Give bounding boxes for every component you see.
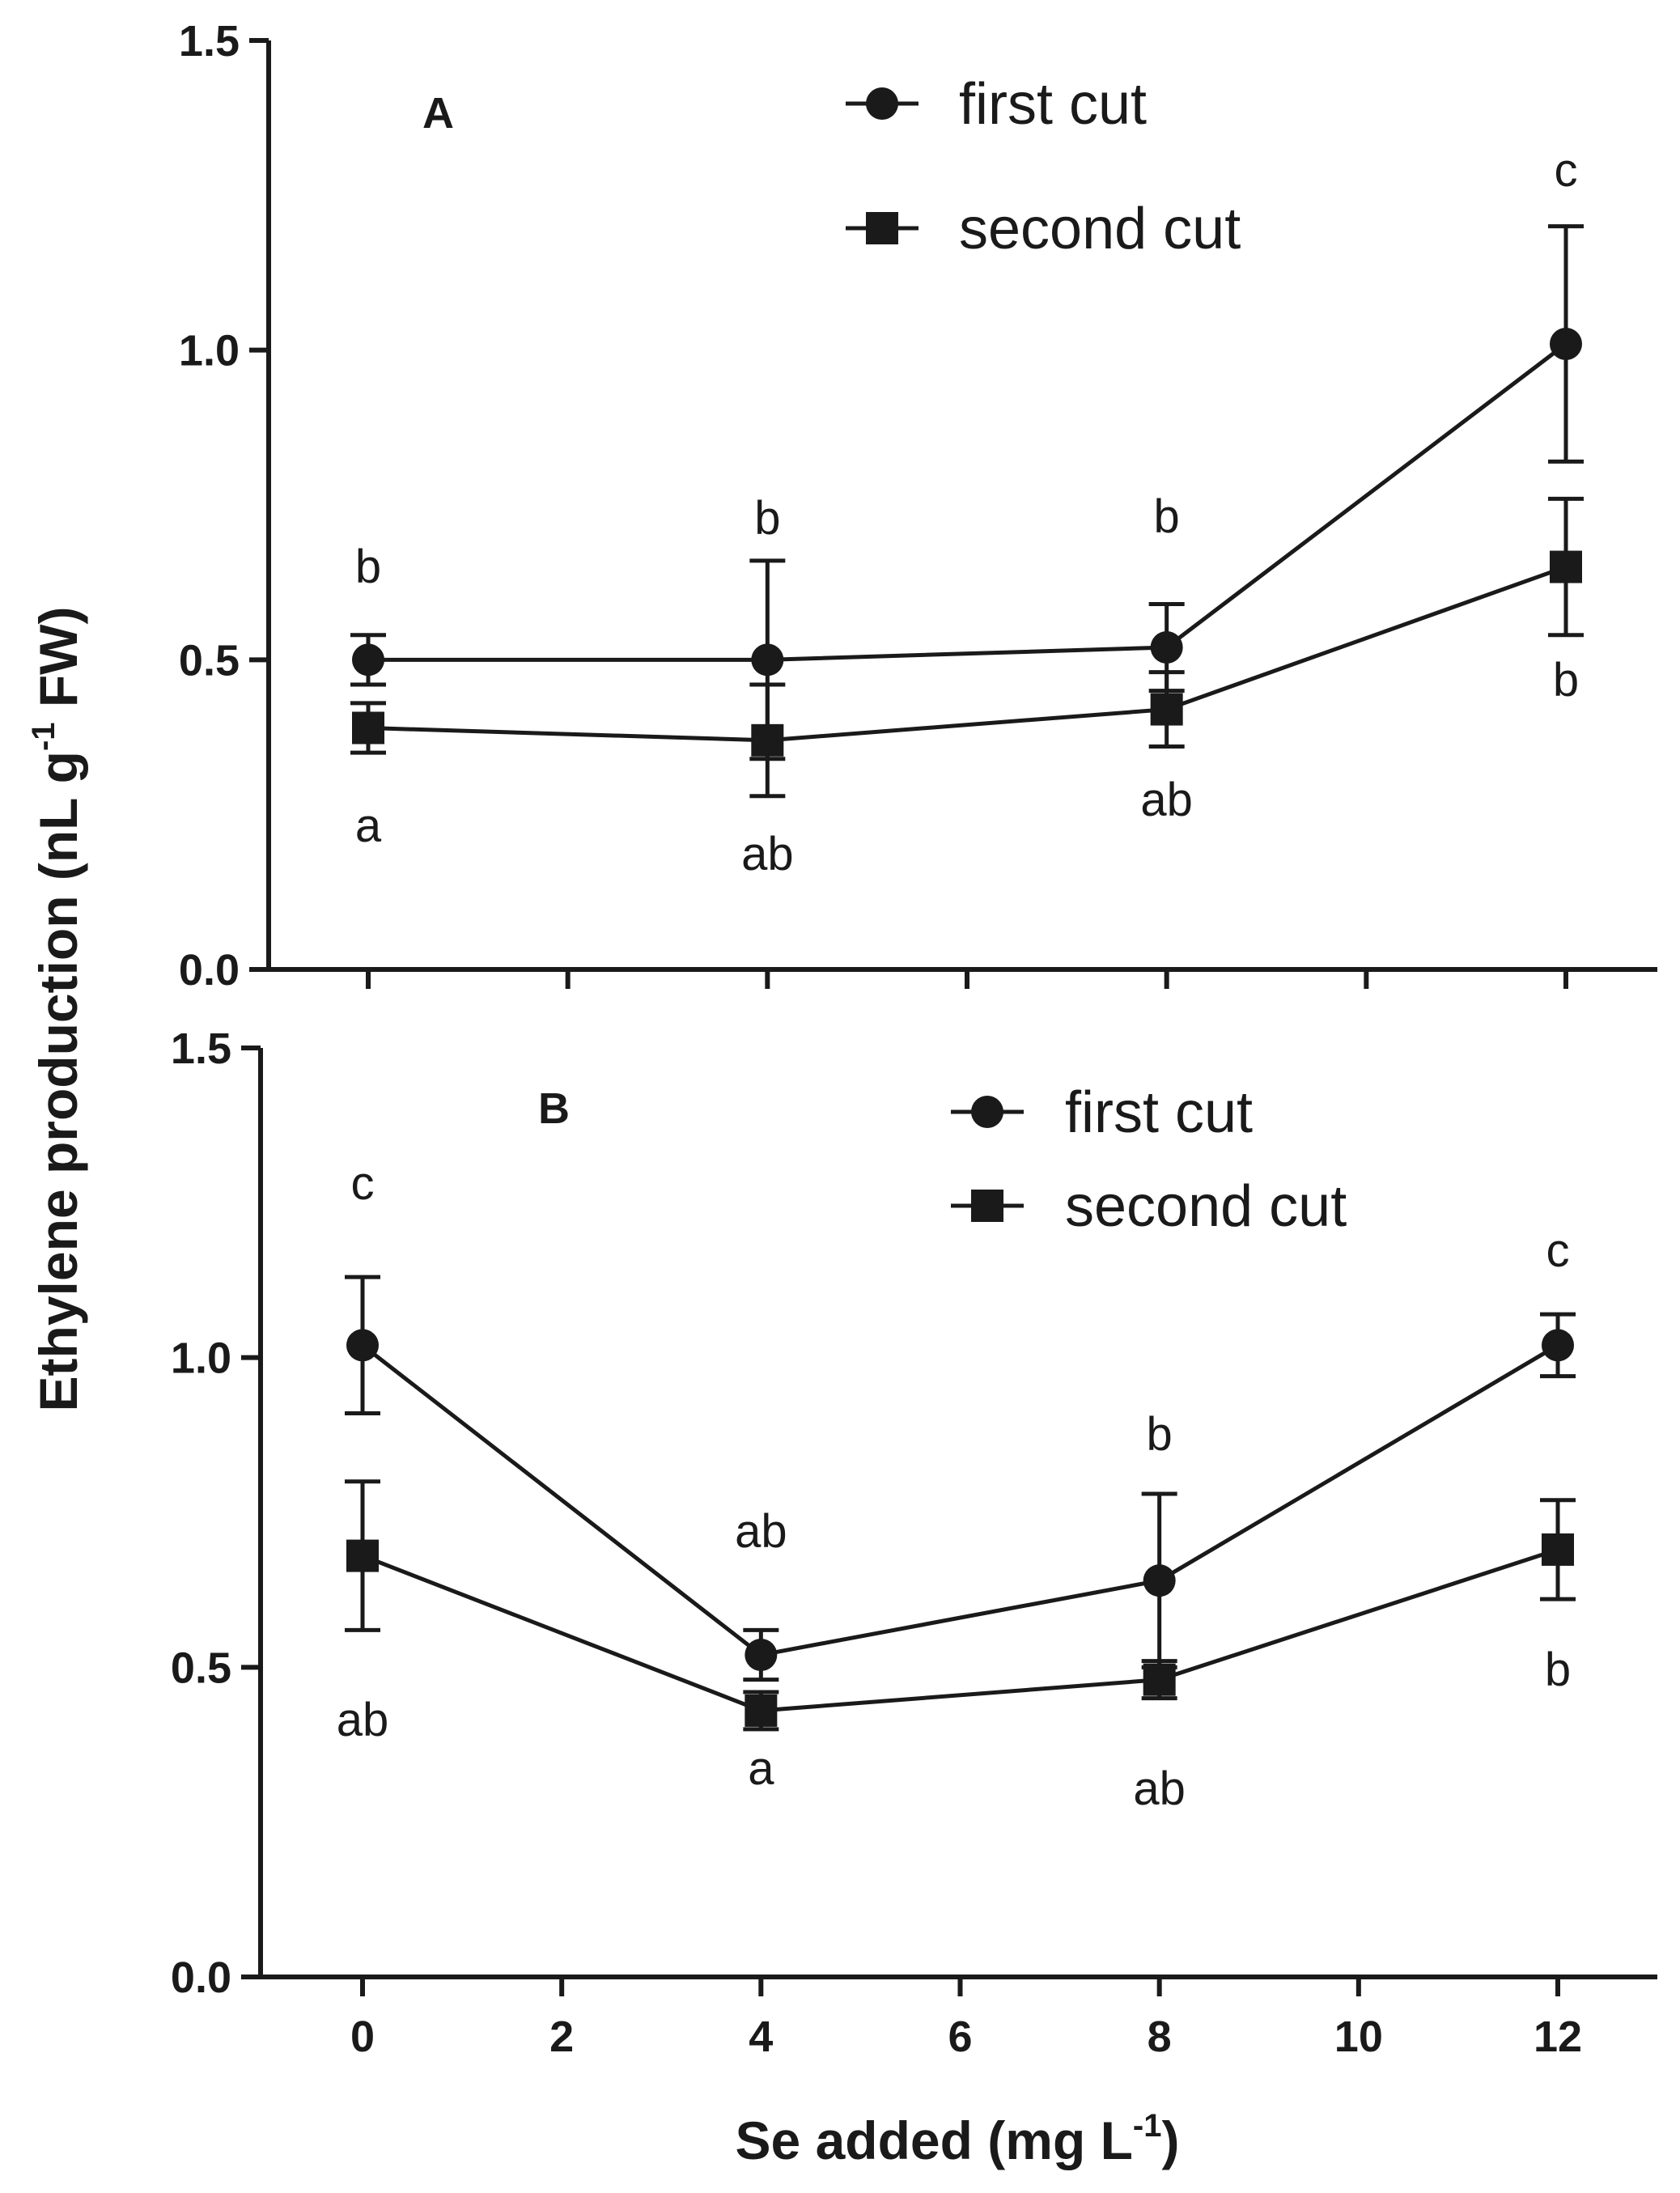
panel-a: A	[266, 40, 1657, 972]
panel-a-y-tick-label: 0.0	[179, 946, 240, 995]
panel-b-legend-circle-marker	[971, 1096, 1003, 1128]
panel-b-x-tick-label: 4	[749, 2013, 773, 2061]
panel-b-significance-letter: ab	[337, 1694, 389, 1746]
panel-a-y-tick-label: 1.5	[179, 17, 240, 66]
panel-b-point-first-cut	[1542, 1329, 1574, 1362]
x-axis-title: Se added (mg L-1)	[736, 2108, 1180, 2170]
panel-a-series-first-cut-line	[368, 342, 1568, 662]
panel-a-significance-letter: b	[1553, 654, 1579, 706]
panel-b-legend-label: second cut	[1065, 1174, 1347, 1239]
panel-b-label: B	[538, 1084, 570, 1133]
panel-a-y-tick-label: 0.5	[179, 636, 240, 685]
panel-a-point-first-cut	[1150, 631, 1183, 664]
panel-b-point-second-cut	[1143, 1663, 1176, 1696]
x-axis-title-main: Se added (mg L	[736, 2110, 1133, 2170]
panel-a-point-first-cut	[1550, 328, 1582, 361]
y-axis-title-tail: FW)	[28, 607, 88, 723]
panel-a-legend-square-marker	[866, 212, 898, 244]
panel-a-point-second-cut	[352, 711, 384, 744]
y-axis-title: Ethylene production (nL g-1 FW)	[26, 607, 88, 1412]
panel-b: B	[258, 1048, 1657, 1979]
panel-a-legend-circle-marker	[866, 87, 898, 120]
panel-a-point-second-cut	[1150, 693, 1183, 726]
panel-b-point-first-cut	[1143, 1564, 1176, 1597]
panel-b-x-tick-label: 2	[549, 2013, 574, 2061]
panel-a-point-first-cut	[751, 643, 784, 677]
panel-b-point-first-cut	[745, 1639, 778, 1672]
panel-b-significance-letter: ab	[735, 1505, 787, 1558]
panel-b-significance-letter: b	[1545, 1644, 1571, 1696]
panel-a-significance-letter: b	[1154, 490, 1180, 543]
panel-b-y-tick-label: 1.0	[171, 1334, 231, 1383]
panel-a-series-second-cut-line	[367, 565, 1567, 743]
panel-b-x-tick-label: 8	[1148, 2013, 1172, 2061]
panel-a-label: A	[422, 89, 454, 138]
x-axis-title-tail: )	[1161, 2110, 1179, 2170]
panel-b-y-tick-label: 1.5	[171, 1024, 231, 1073]
panel-b-significance-letter: c	[1546, 1224, 1570, 1277]
panel-b-x-tick-label: 0	[350, 2013, 375, 2061]
panel-a-significance-letter: ab	[741, 828, 794, 880]
panel-b-x-tick-label: 6	[948, 2013, 972, 2061]
panel-a-significance-letter: c	[1555, 144, 1578, 197]
panel-b-point-second-cut	[346, 1539, 379, 1572]
panel-a-point-first-cut	[352, 643, 384, 677]
y-axis-title-superscript: -1	[26, 722, 62, 751]
panel-b-series-first-cut-line	[361, 1343, 1559, 1657]
panel-b-point-second-cut	[745, 1694, 778, 1727]
panel-b-legend-label: first cut	[1065, 1080, 1253, 1145]
panel-a-significance-letter: b	[355, 541, 381, 593]
panel-b-y-tick-label: 0.0	[171, 1953, 231, 2002]
panel-a-significance-letter: a	[355, 800, 382, 852]
x-axis-title-superscript: -1	[1133, 2108, 1162, 2144]
panel-b-series-second-cut-line	[362, 1547, 1559, 1713]
panel-a-point-second-cut	[751, 723, 784, 757]
panel-b-legend-square-marker	[971, 1190, 1003, 1222]
panel-b-point-first-cut	[346, 1329, 379, 1362]
panel-b-point-second-cut	[1542, 1533, 1574, 1566]
panel-a-significance-letter: b	[754, 492, 780, 545]
panel-a-significance-letter: ab	[1140, 774, 1193, 826]
panel-b-y-tick-label: 0.5	[171, 1644, 231, 1692]
panel-a-y-tick-label: 1.0	[179, 327, 240, 375]
panel-a-legend-label: first cut	[959, 72, 1147, 137]
panel-b-x-tick-label: 10	[1334, 2013, 1383, 2061]
y-axis-title-main: Ethylene production (nL g	[28, 751, 88, 1411]
panel-b-x-tick-label: 12	[1534, 2013, 1582, 2061]
panel-b-significance-letter: c	[351, 1157, 375, 1210]
panel-b-significance-letter: ab	[1133, 1762, 1186, 1815]
panel-b-significance-letter: a	[748, 1742, 774, 1795]
panel-b-significance-letter: b	[1147, 1408, 1173, 1461]
panel-a-legend-label: second cut	[959, 197, 1241, 261]
panel-a-point-second-cut	[1550, 550, 1582, 583]
